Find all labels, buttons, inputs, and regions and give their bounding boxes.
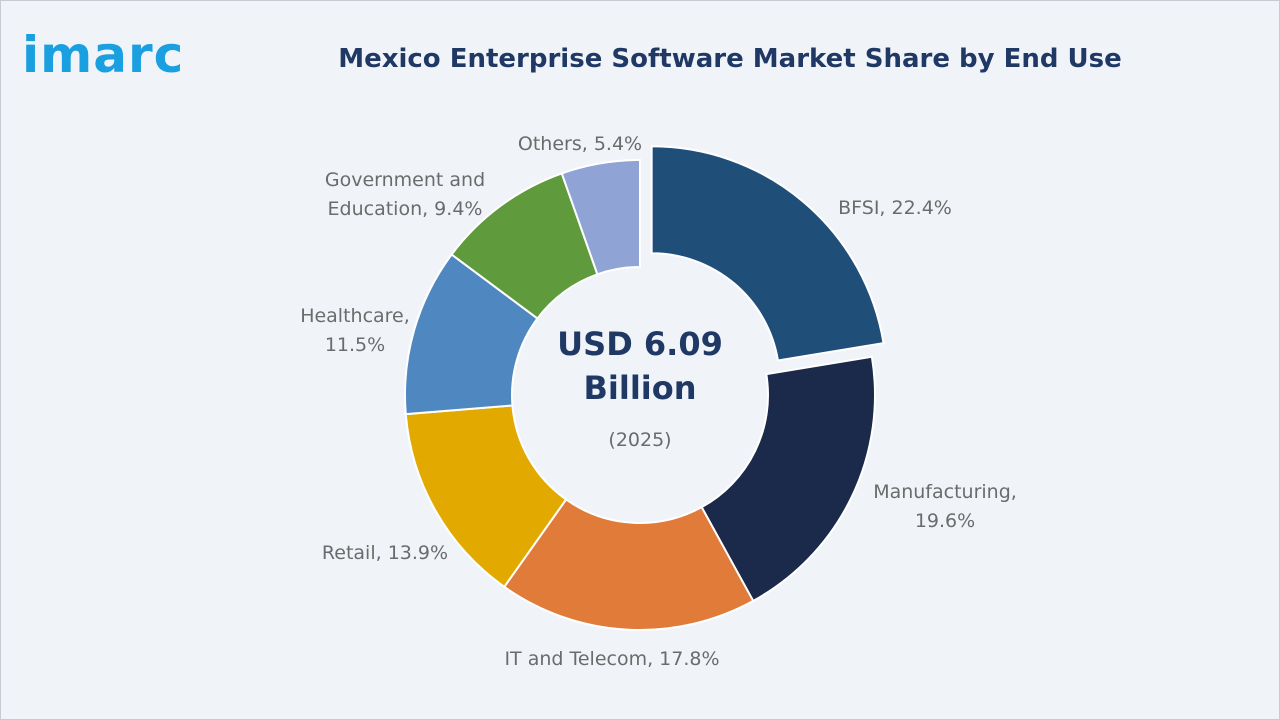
slice — [650, 145, 885, 362]
data-label: Government and Education, 9.4% — [325, 169, 485, 220]
chart-title: Mexico Enterprise Software Market Share … — [338, 44, 1122, 74]
slice — [502, 498, 755, 631]
slice — [560, 158, 641, 276]
slice — [404, 404, 568, 589]
data-label: Retail, 13.9% — [322, 542, 448, 564]
data-label: Healthcare, 11.5% — [300, 305, 410, 356]
donut — [404, 145, 885, 631]
logo: imarc — [22, 26, 184, 84]
data-label: Others, 5.4% — [518, 133, 642, 155]
center-label: USD 6.09 Billion — [557, 325, 723, 407]
data-label: BFSI, 22.4% — [838, 197, 952, 219]
data-label: Manufacturing, 19.6% — [873, 481, 1017, 532]
slice — [700, 355, 876, 603]
center-sublabel: (2025) — [608, 429, 671, 451]
data-label: IT and Telecom, 17.8% — [504, 648, 719, 670]
